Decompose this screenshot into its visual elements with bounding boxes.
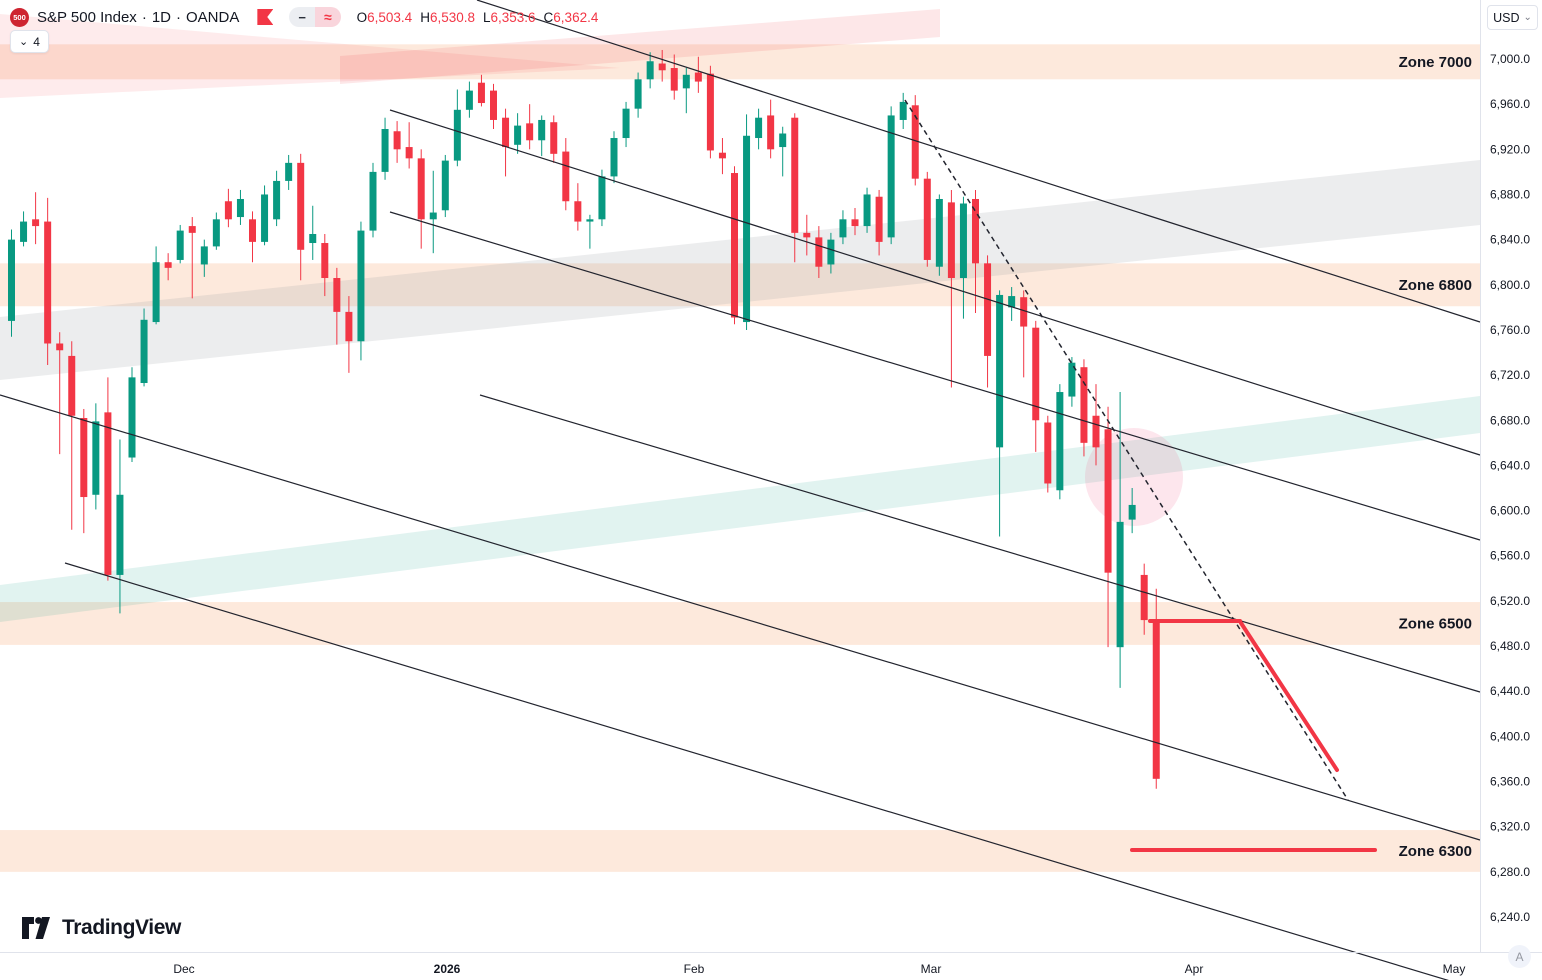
svg-text:6,400.0: 6,400.0 [1490, 729, 1530, 743]
trendlines [0, 0, 1481, 980]
svg-text:2026: 2026 [434, 962, 461, 976]
svg-text:6,640.0: 6,640.0 [1490, 458, 1530, 472]
currency-selector[interactable]: USD ⌄ [1487, 5, 1538, 30]
svg-text:Zone 7000: Zone 7000 [1399, 54, 1472, 71]
svg-text:6,560.0: 6,560.0 [1490, 549, 1530, 563]
shaded-bands [0, 9, 1480, 622]
svg-text:6,760.0: 6,760.0 [1490, 323, 1530, 337]
green-rising-band [0, 396, 1480, 622]
svg-text:Zone 6800: Zone 6800 [1399, 277, 1472, 294]
symbol-legend[interactable]: 500 S&P 500 Index · 1D · OANDA − ≈ O 6,50… [10, 7, 598, 27]
close-value: C 6,362.4 [543, 9, 599, 25]
svg-text:6,720.0: 6,720.0 [1490, 368, 1530, 382]
object-count: 4 [33, 34, 40, 49]
svg-text:Zone 6300: Zone 6300 [1399, 843, 1472, 860]
minus-icon[interactable]: − [289, 7, 315, 27]
approx-icon[interactable]: ≈ [314, 7, 341, 27]
svg-text:6,440.0: 6,440.0 [1490, 684, 1530, 698]
price-axis-ticks[interactable]: 7,000.0 6,960.0 6,920.0 6,880.0 6,840.0 6,800… [1490, 52, 1530, 924]
tradingview-logo-icon [22, 917, 50, 939]
exchange-label: OANDA [186, 8, 240, 26]
symbol-title[interactable]: S&P 500 Index · 1D · OANDA [37, 9, 239, 26]
object-tree-button[interactable]: ⌄ 4 [10, 30, 49, 53]
currency-label: USD [1493, 10, 1520, 25]
low-value: L 6,353.6 [482, 9, 536, 25]
gray-rising-band [0, 160, 1480, 380]
separator-dot: · [141, 8, 147, 26]
interval-label[interactable]: 1D [151, 8, 171, 26]
separator-dot: · [176, 8, 181, 26]
svg-text:6,480.0: 6,480.0 [1490, 639, 1530, 653]
high-value: H 6,530.8 [420, 9, 475, 25]
svg-text:Mar: Mar [921, 962, 942, 976]
svg-text:6,280.0: 6,280.0 [1490, 865, 1530, 879]
svg-text:6,320.0: 6,320.0 [1490, 820, 1530, 834]
svg-text:6,520.0: 6,520.0 [1490, 594, 1530, 608]
zone-labels: Zone 7000 Zone 6800 Zone 6500 Zone 6300 [1399, 54, 1472, 860]
ohlc-readout: O 6,503.4 H 6,530.8 L 6,353.6 C 6,362.4 [357, 10, 599, 25]
svg-text:6,880.0: 6,880.0 [1490, 187, 1530, 201]
red-annotation-lines [1130, 619, 1377, 852]
svg-text:May: May [1443, 962, 1466, 976]
svg-text:Apr: Apr [1185, 962, 1204, 976]
support-zones [0, 44, 1480, 872]
svg-text:Dec: Dec [173, 962, 194, 976]
svg-text:6,240.0: 6,240.0 [1490, 910, 1530, 924]
svg-text:6,360.0: 6,360.0 [1490, 775, 1530, 789]
dashed-projection-line [904, 99, 1349, 801]
flag-icon[interactable] [257, 9, 274, 25]
svg-text:6,920.0: 6,920.0 [1490, 142, 1530, 156]
svg-text:6,680.0: 6,680.0 [1490, 413, 1530, 427]
pink-wedge [0, 14, 620, 98]
svg-text:6,960.0: 6,960.0 [1490, 97, 1530, 111]
svg-text:6,800.0: 6,800.0 [1490, 278, 1530, 292]
tradingview-logo[interactable]: TradingView [22, 915, 181, 941]
svg-text:7,000.0: 7,000.0 [1490, 52, 1530, 66]
chevron-down-icon: ⌄ [19, 35, 29, 48]
pink-band [340, 9, 940, 84]
tradingview-logo-text: TradingView [62, 916, 181, 939]
candles [8, 49, 1160, 789]
chevron-down-icon: ⌄ [1523, 11, 1532, 23]
time-axis-labels[interactable]: Dec 2026 Feb Mar Apr May [173, 962, 1465, 976]
svg-text:Feb: Feb [684, 962, 705, 976]
svg-text:6,600.0: 6,600.0 [1490, 504, 1530, 518]
auto-scale-button[interactable]: A [1508, 945, 1531, 968]
open-value: O 6,503.4 [356, 9, 413, 25]
svg-text:Zone 6500: Zone 6500 [1399, 615, 1472, 632]
symbol-name: S&P 500 Index [37, 8, 137, 26]
sp500-badge-icon: 500 [10, 7, 29, 27]
svg-text:6,840.0: 6,840.0 [1490, 233, 1530, 247]
market-status-pill[interactable]: − ≈ [289, 7, 341, 27]
